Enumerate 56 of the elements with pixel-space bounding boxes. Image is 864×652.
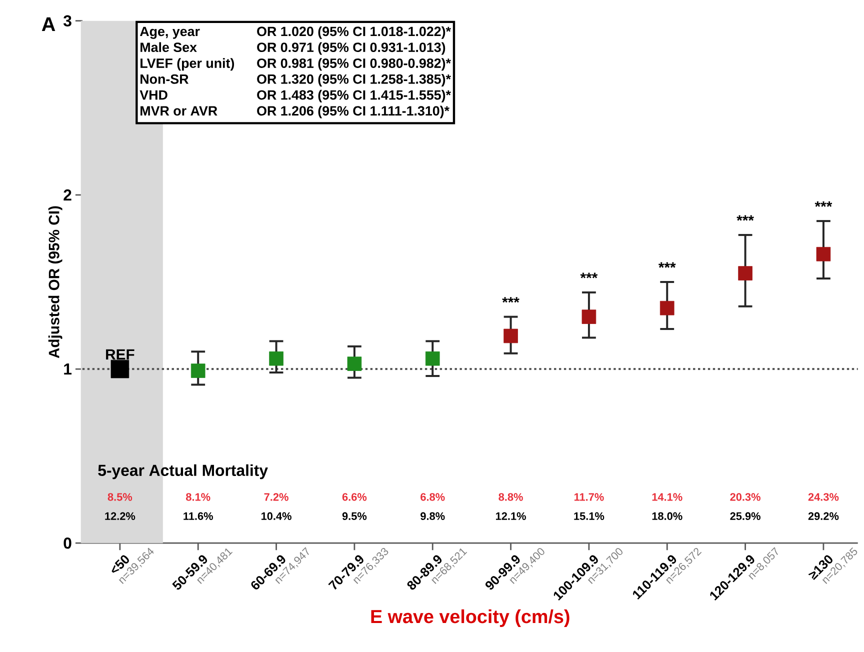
y-axis-title: Adjusted OR (95% CI) bbox=[48, 206, 62, 358]
annotation: 10.4% bbox=[261, 512, 292, 520]
annotation: 25.9% bbox=[730, 512, 760, 520]
point bbox=[660, 300, 674, 316]
annotation: LVEF (per unit) bbox=[140, 58, 234, 70]
annotation: OR 1.320 (95% CI 1.258-1.385)* bbox=[257, 74, 451, 86]
annotation: OR 1.483 (95% CI 1.415-1.555)* bbox=[257, 90, 451, 102]
annotation: 11.7% bbox=[574, 492, 604, 501]
annotation: 15.1% bbox=[574, 512, 604, 520]
annotation: *** bbox=[658, 262, 676, 268]
point bbox=[190, 363, 206, 378]
annotation: *** bbox=[580, 272, 598, 278]
annotation: 9.8% bbox=[420, 512, 445, 520]
annotation: 6.6% bbox=[342, 492, 367, 501]
point bbox=[269, 351, 284, 366]
point bbox=[816, 246, 831, 262]
point bbox=[425, 351, 440, 366]
annotation: 24.3% bbox=[808, 492, 839, 501]
annotation: 14.1% bbox=[652, 492, 682, 501]
annotation: Non-SR bbox=[140, 74, 189, 84]
annotation: 12.2% bbox=[105, 512, 136, 520]
point bbox=[738, 266, 752, 280]
annotation: 8.8% bbox=[498, 492, 523, 501]
point bbox=[110, 360, 130, 378]
x-axis-title: E wave velocity (cm/s) bbox=[371, 609, 570, 627]
y-tick-label: 0 bbox=[64, 537, 72, 549]
annotation: 18.0% bbox=[652, 512, 682, 520]
y-tick-label: 2 bbox=[64, 189, 72, 200]
annotation: VHD bbox=[140, 90, 168, 100]
point bbox=[347, 356, 362, 371]
point bbox=[582, 309, 596, 324]
annotation: 6.8% bbox=[420, 492, 445, 501]
annotation: REF bbox=[106, 349, 134, 360]
annotation: Male Sex bbox=[140, 42, 197, 52]
annotation: 8.1% bbox=[186, 492, 210, 501]
annotation: 9.5% bbox=[342, 512, 367, 520]
annotation: 5-year Actual Mortality bbox=[98, 464, 268, 479]
annotation: 11.6% bbox=[184, 512, 213, 520]
annotation: OR 0.981 (95% CI 0.980-0.982)* bbox=[257, 58, 451, 70]
annotation: 8.5% bbox=[108, 492, 132, 501]
annotation: OR 0.971 (95% CI 0.931-1.013) bbox=[257, 42, 446, 55]
point bbox=[504, 328, 518, 343]
annotation: *** bbox=[736, 215, 754, 221]
annotation: Age, year bbox=[140, 26, 200, 39]
text: A bbox=[42, 17, 56, 31]
annotation: OR 1.020 (95% CI 1.018-1.022)* bbox=[257, 26, 451, 39]
y-tick-label: 1 bbox=[64, 363, 72, 374]
annotation: 12.1% bbox=[496, 512, 526, 520]
annotation: *** bbox=[814, 201, 832, 207]
annotation: 20.3% bbox=[730, 492, 760, 501]
annotation: *** bbox=[502, 296, 520, 302]
y-tick-label: 3 bbox=[63, 15, 72, 26]
annotation: MVR or AVR bbox=[140, 106, 218, 116]
annotation: 29.2% bbox=[808, 512, 839, 520]
annotation: 7.2% bbox=[264, 492, 288, 501]
annotation: OR 1.206 (95% CI 1.111-1.310)* bbox=[257, 106, 450, 118]
